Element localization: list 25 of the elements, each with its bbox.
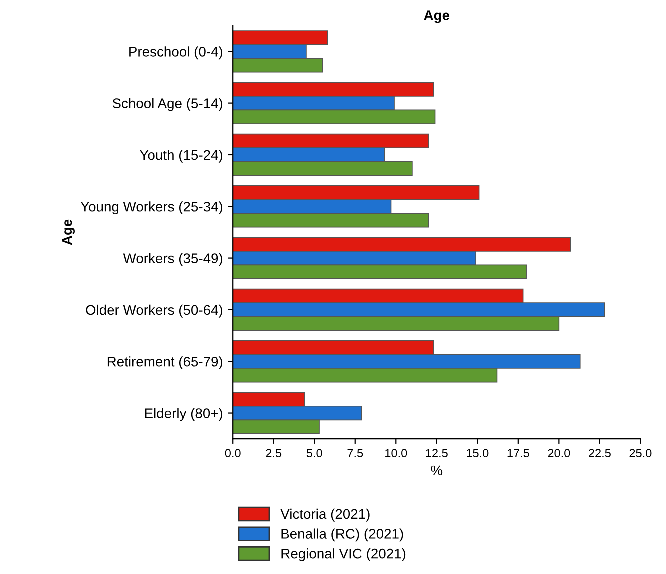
y-tick-label: Elderly (80+) [145,408,223,422]
x-tick-label: 22.5 [589,449,611,458]
y-tick-label: Young Workers (25-34) [80,202,223,215]
y-tick-label: Youth (15-24) [140,150,223,163]
legend-label: Victoria (2021) [280,508,370,522]
x-tick-label: 7.5 [348,449,364,458]
x-tick-label: 17.5 [508,449,530,458]
chart-title: Age [424,10,450,24]
y-axis-title: Age [62,220,75,246]
x-tick-label: 25.0 [630,449,652,458]
x-axis-title: % [431,466,443,476]
y-tick-label: School Age (5-14) [112,98,223,112]
y-tick-label: Older Workers (50-64) [86,304,223,318]
x-tick-label: 5.0 [306,449,322,458]
legend-label: Benalla (RC) (2021) [282,528,404,542]
x-tick-label: 15.0 [467,449,489,458]
legend-label: Regional VIC (2021) [282,548,406,562]
x-tick-label: 20.0 [548,449,570,458]
y-tick-label: Retirement (65-79) [108,356,223,370]
x-tick-label: 12.5 [426,449,448,458]
x-tick-label: 0.0 [225,449,241,458]
x-tick-label: 2.5 [266,449,282,458]
y-tick-label: Preschool (0-4) [130,46,223,60]
y-tick-label: Workers (35-49) [123,253,223,266]
x-tick-label: 10.0 [386,449,408,458]
